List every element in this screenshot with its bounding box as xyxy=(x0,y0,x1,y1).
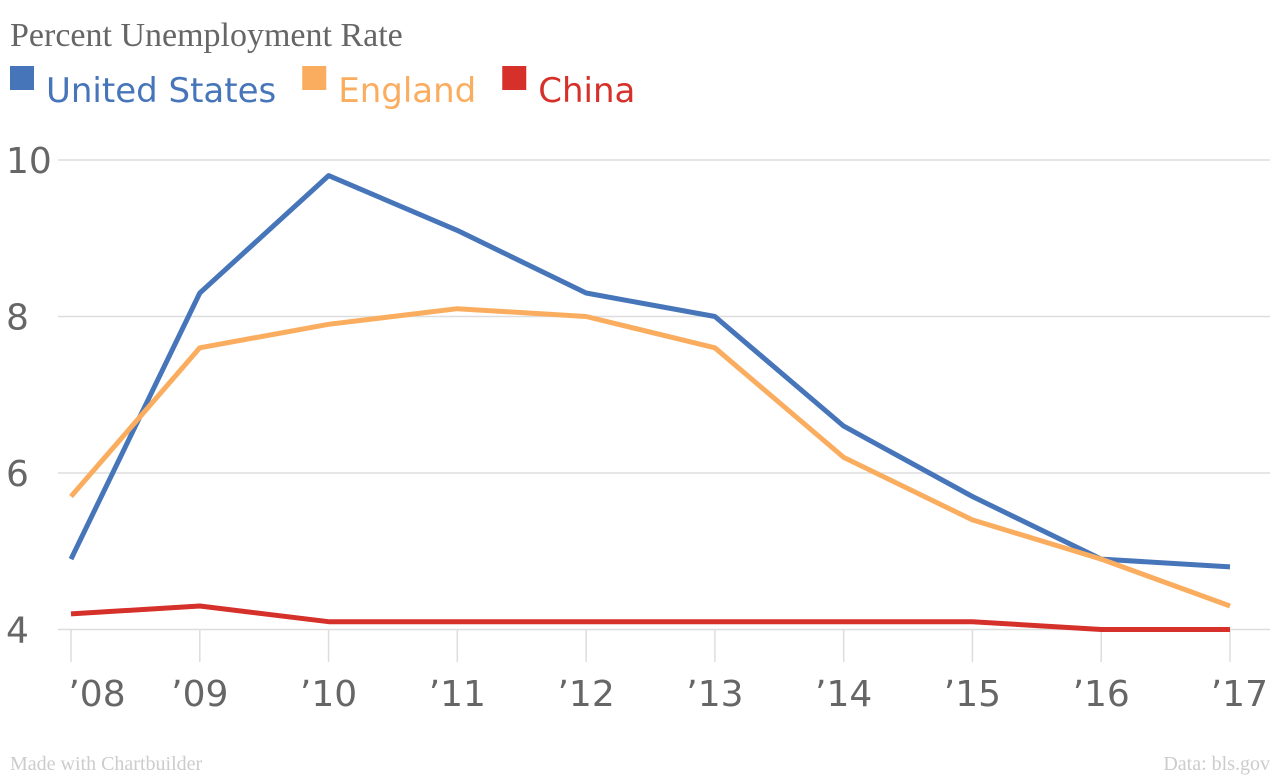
y-tick-label-0: 10 xyxy=(6,141,52,182)
x-tick-label-8: ’16 xyxy=(1073,674,1130,715)
series-line-2 xyxy=(70,603,1230,632)
legend-swatch-1 xyxy=(302,66,327,90)
legend-swatch-0 xyxy=(10,66,34,90)
series-lines xyxy=(68,173,1231,632)
legend-label-2: China xyxy=(538,71,635,111)
legend: United States England China xyxy=(10,66,635,111)
x-tick-label-9: ’17 xyxy=(1211,674,1268,715)
x-tick-label-1: ’09 xyxy=(171,674,228,715)
x-axis: ’08 ’09 ’10 ’11 ’12 ’13 ’14 ’15 ’16 ’17 xyxy=(68,629,1268,715)
y-tick-label-1: 8 xyxy=(6,298,29,339)
series-line-1 xyxy=(69,306,1231,609)
legend-label-0: United States xyxy=(46,71,276,111)
x-tick-label-0: ’08 xyxy=(68,674,125,715)
x-tick-label-4: ’12 xyxy=(557,674,614,715)
legend-swatch-2 xyxy=(502,66,527,90)
gridlines xyxy=(58,159,1270,631)
chart-title: Percent Unemployment Rate xyxy=(10,17,403,54)
y-tick-label-3: 4 xyxy=(6,611,29,652)
made-with-label: Made with Chartbuilder xyxy=(10,753,203,775)
series-line-0 xyxy=(68,173,1231,570)
x-tick-label-3: ’11 xyxy=(429,674,486,715)
x-tick-label-2: ’10 xyxy=(300,674,357,715)
y-axis: 10 8 6 4 xyxy=(6,141,52,652)
x-tick-label-5: ’13 xyxy=(686,674,743,715)
data-source-label: Data: bls.gov xyxy=(1163,753,1270,775)
x-tick-label-7: ’15 xyxy=(944,674,1001,715)
legend-label-1: England xyxy=(338,71,476,111)
x-tick-label-6: ’14 xyxy=(815,674,872,715)
y-tick-label-2: 6 xyxy=(6,454,29,495)
